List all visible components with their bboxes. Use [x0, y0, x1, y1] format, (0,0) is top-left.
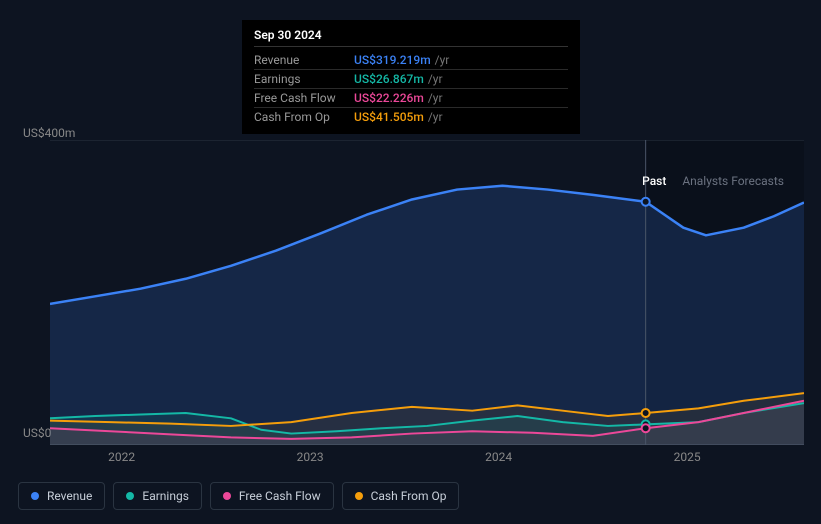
x-axis-label: 2025 [674, 450, 701, 464]
tooltip-metric-label: Earnings [254, 72, 354, 86]
region-label-forecast: Analysts Forecasts [682, 174, 784, 188]
region-labels: Past Analysts Forecasts [642, 174, 784, 188]
region-label-past: Past [642, 174, 666, 188]
plot-area: Past Analysts Forecasts [50, 140, 804, 445]
tooltip-metric-unit: /yr [428, 110, 443, 124]
chart-container: US$400m US$0 Past Analysts Forecasts 202… [18, 120, 804, 470]
tooltip-metric-value: US$22.226m [354, 91, 424, 105]
chart-legend: Revenue Earnings Free Cash Flow Cash From O… [18, 482, 459, 510]
legend-item-cash-from-op[interactable]: Cash From Op [342, 482, 460, 510]
legend-label: Cash From Op [371, 489, 447, 503]
tooltip-metric-label: Revenue [254, 53, 354, 67]
tooltip-metric-unit: /yr [435, 53, 450, 67]
tooltip-metric-value: US$26.867m [354, 72, 424, 86]
legend-label: Earnings [142, 489, 189, 503]
tooltip-row: Cash From OpUS$41.505m/yr [254, 108, 568, 126]
legend-item-free-cash-flow[interactable]: Free Cash Flow [210, 482, 334, 510]
tooltip-row: Free Cash FlowUS$22.226m/yr [254, 89, 568, 108]
tooltip-rows: RevenueUS$319.219m/yrEarningsUS$26.867m/… [254, 51, 568, 126]
x-axis-label: 2024 [485, 450, 512, 464]
legend-label: Free Cash Flow [239, 489, 321, 503]
legend-dot-icon [223, 492, 231, 500]
tooltip-metric-unit: /yr [428, 91, 443, 105]
y-axis-label-min: US$0 [23, 426, 51, 440]
x-axis-label: 2023 [297, 450, 324, 464]
tooltip-metric-label: Cash From Op [254, 110, 354, 124]
chart-tooltip: Sep 30 2024 RevenueUS$319.219m/yrEarning… [242, 20, 580, 134]
y-axis-label-max: US$400m [23, 126, 75, 140]
legend-dot-icon [126, 492, 134, 500]
legend-label: Revenue [47, 489, 92, 503]
legend-dot-icon [355, 492, 363, 500]
tooltip-row: EarningsUS$26.867m/yr [254, 70, 568, 89]
tooltip-row: RevenueUS$319.219m/yr [254, 51, 568, 70]
x-axis-label: 2022 [108, 450, 135, 464]
tooltip-metric-value: US$41.505m [354, 110, 424, 124]
legend-item-earnings[interactable]: Earnings [113, 482, 202, 510]
legend-dot-icon [31, 492, 39, 500]
tooltip-metric-label: Free Cash Flow [254, 91, 354, 105]
tooltip-metric-unit: /yr [428, 72, 443, 86]
tooltip-metric-value: US$319.219m [354, 53, 431, 67]
legend-item-revenue[interactable]: Revenue [18, 482, 105, 510]
tooltip-date: Sep 30 2024 [254, 28, 568, 47]
